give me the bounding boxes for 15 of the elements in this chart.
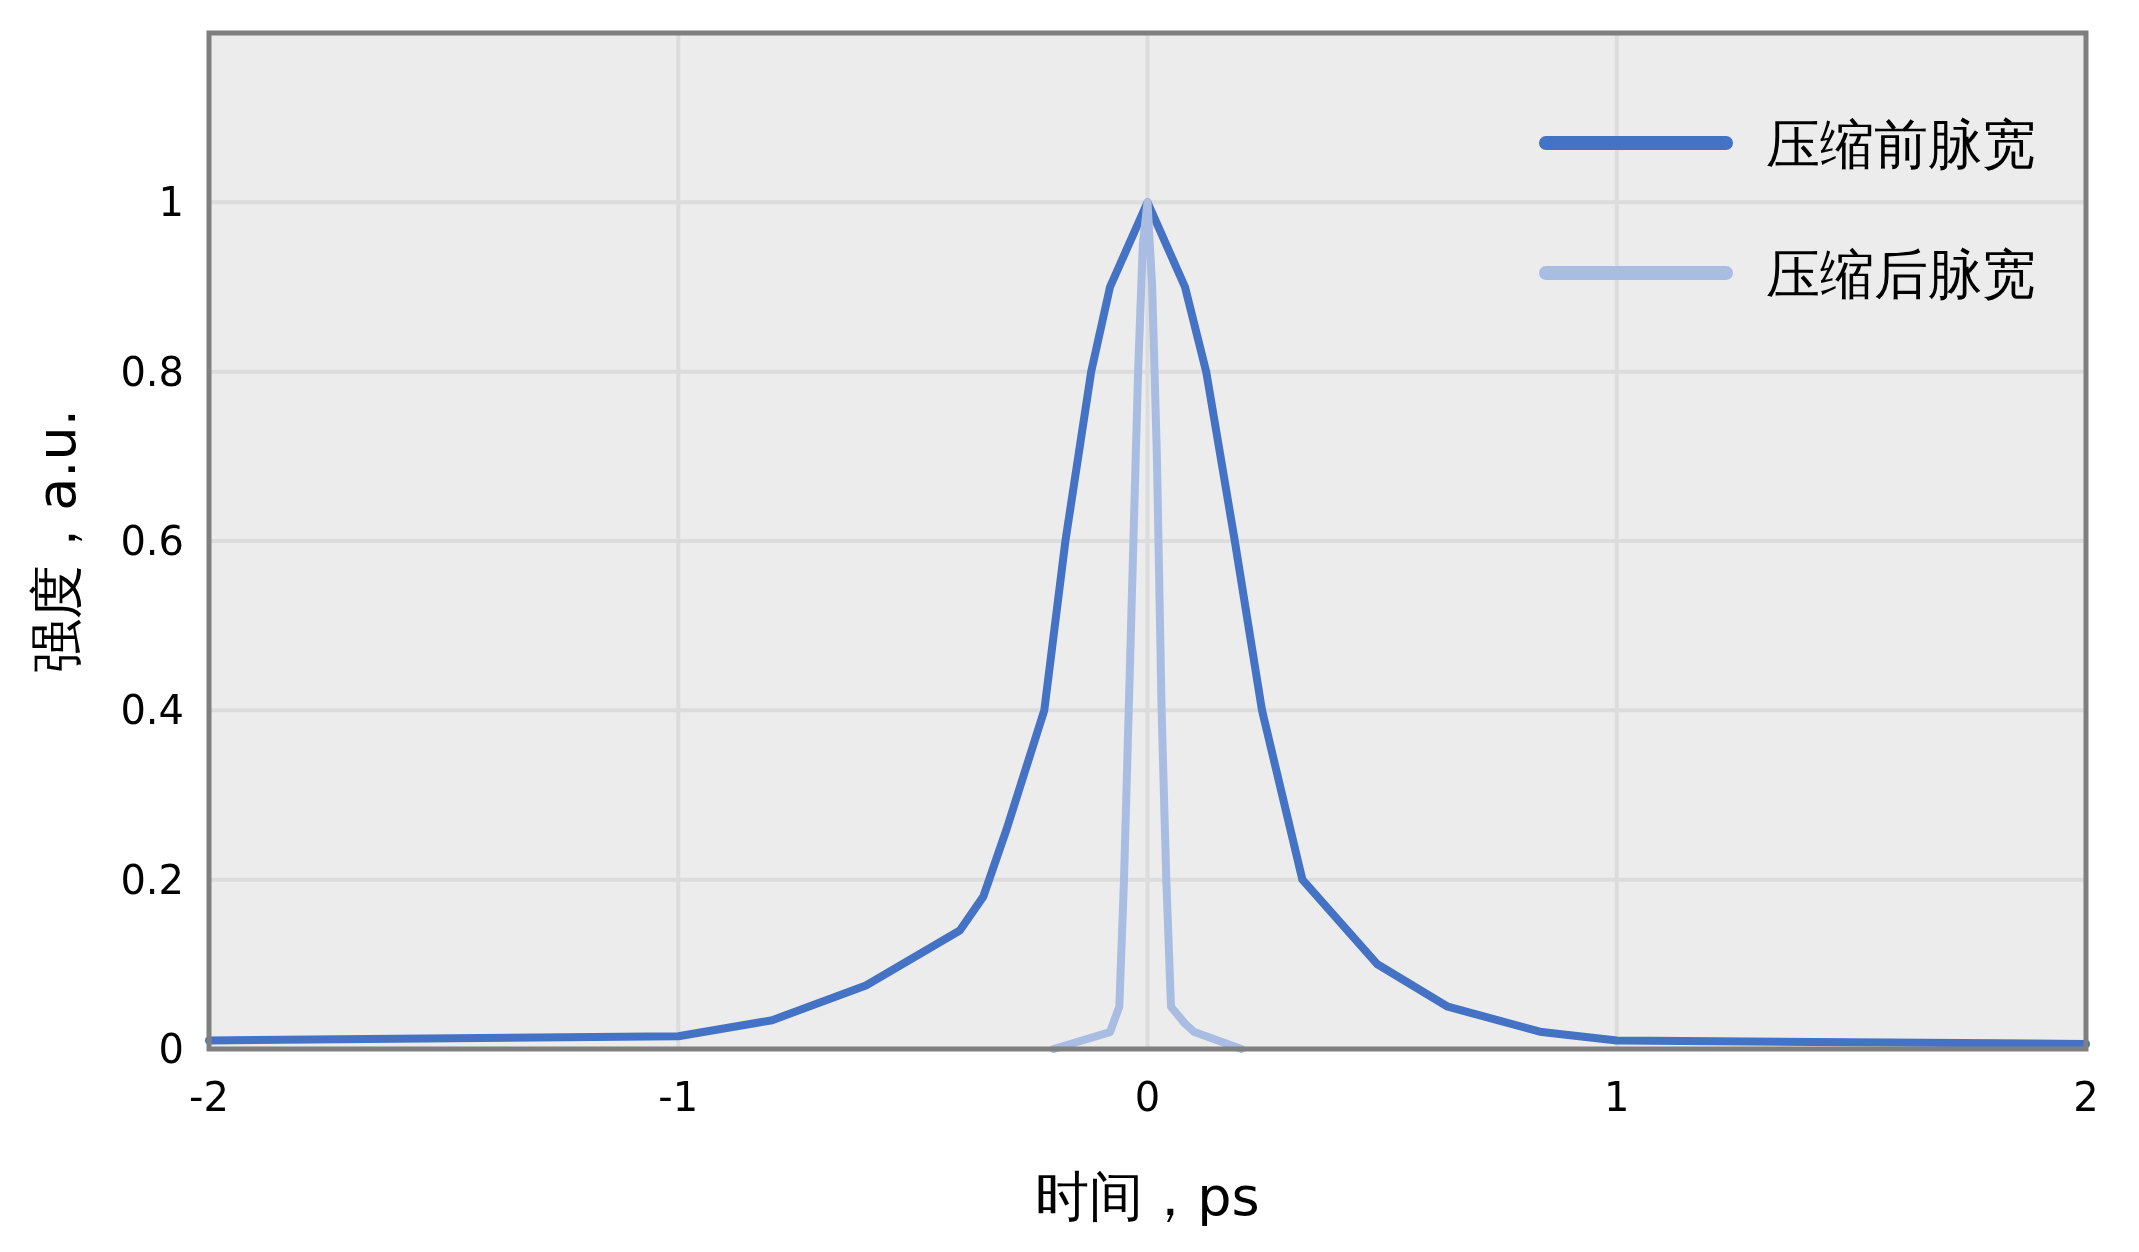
y-tick-label: 0.4 (120, 687, 184, 734)
x-tick-label: 0 (1134, 1074, 1161, 1120)
y-tick-label: 0.6 (120, 518, 184, 564)
x-axis-title: 时间，ps (1035, 1165, 1260, 1228)
legend-label: 压缩前脉宽 (1766, 113, 2036, 176)
y-axis-title: 强度，a.u. (25, 409, 88, 673)
y-tick-label: 1 (158, 179, 184, 226)
y-tick-label: 0.2 (120, 856, 184, 903)
x-tick-label: 2 (2073, 1074, 2099, 1120)
x-tick-label: -1 (658, 1074, 699, 1120)
x-tick-label: -2 (189, 1074, 229, 1120)
y-tick-label: 0.8 (120, 348, 184, 395)
x-tick-label: 1 (1604, 1074, 1630, 1120)
y-tick-label: 0 (158, 1026, 184, 1072)
legend-label: 压缩后脉宽 (1766, 243, 2036, 306)
